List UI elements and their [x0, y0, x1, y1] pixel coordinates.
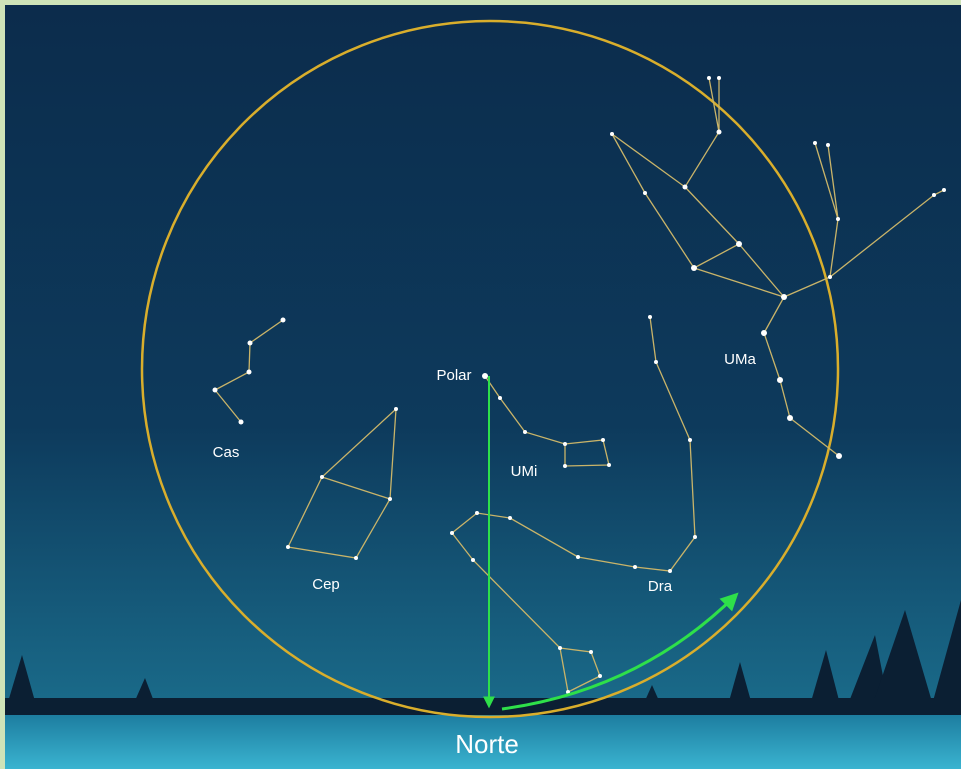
sky [5, 5, 961, 769]
sky-map: Polar Cas Cep UMi Dra UMa Norte [0, 0, 961, 769]
direction-label: Norte [455, 729, 519, 759]
constellation-label: UMa [724, 351, 756, 368]
constellation-label: Cep [312, 576, 340, 593]
page: Polar Cas Cep UMi Dra UMa Norte (() => {… [0, 0, 961, 769]
constellation-label: Cas [213, 444, 240, 461]
constellation-label: Dra [648, 578, 673, 595]
constellation-label: UMi [511, 463, 538, 480]
star-label: Polar [436, 367, 471, 384]
